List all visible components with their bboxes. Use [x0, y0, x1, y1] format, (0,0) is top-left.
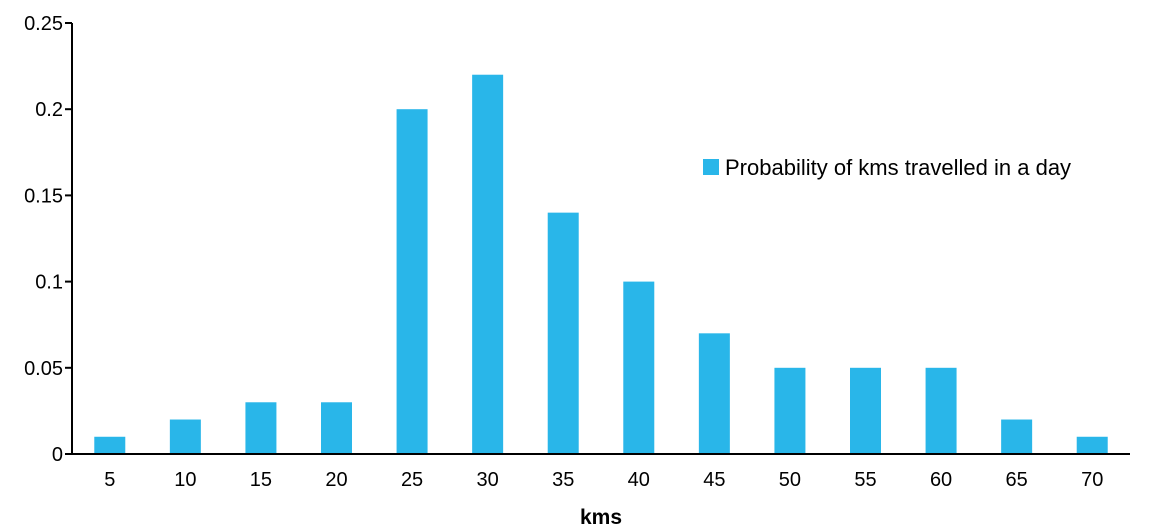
- x-axis-title: kms: [580, 506, 622, 529]
- legend: Probability of kms travelled in a day: [703, 155, 1071, 180]
- bar-35: [547, 212, 579, 454]
- y-axis-ticks: 0 0.05 0.1 0.15 0.2 0.25: [24, 13, 72, 466]
- x-tick-label: 70: [1081, 469, 1103, 491]
- x-tick-label: 50: [779, 469, 801, 491]
- x-tick-label: 55: [854, 469, 876, 491]
- x-tick-label: 25: [401, 469, 423, 491]
- bar-5: [94, 436, 126, 454]
- y-tick-label: 0.05: [24, 358, 63, 380]
- x-tick-label: 10: [174, 469, 196, 491]
- x-tick-label: 30: [477, 469, 499, 491]
- bar-series: [94, 74, 1108, 454]
- x-tick-label: 45: [703, 469, 725, 491]
- y-tick-label: 0.2: [35, 99, 63, 121]
- y-tick-label: 0.25: [24, 13, 63, 35]
- bar-70: [1076, 436, 1108, 454]
- bar-30: [472, 74, 504, 454]
- y-tick-label: 0.15: [24, 185, 63, 207]
- bar-10: [169, 419, 201, 454]
- bar-65: [1001, 419, 1033, 454]
- x-tick-label: 35: [552, 469, 574, 491]
- bar-55: [850, 367, 881, 454]
- x-tick-label: 20: [325, 469, 347, 491]
- bar-50: [774, 367, 806, 454]
- bar-45: [698, 333, 730, 454]
- x-tick-label: 5: [104, 469, 115, 491]
- y-tick-label: 0.1: [35, 272, 63, 294]
- bar-25: [396, 109, 428, 454]
- bar-15: [245, 402, 277, 454]
- x-axis-ticks: 5 10 15 20 25 30 35 40 45 50 55 60 65 70: [104, 469, 1103, 491]
- legend-label: Probability of kms travelled in a day: [725, 155, 1071, 180]
- x-tick-label: 60: [930, 469, 952, 491]
- bar-60: [925, 367, 957, 454]
- x-tick-label: 40: [628, 469, 650, 491]
- bar-20: [321, 402, 352, 454]
- x-tick-label: 65: [1006, 469, 1028, 491]
- y-tick-label: 0: [52, 444, 63, 466]
- x-tick-label: 15: [250, 469, 272, 491]
- bar-40: [623, 281, 655, 454]
- legend-swatch: [703, 159, 719, 175]
